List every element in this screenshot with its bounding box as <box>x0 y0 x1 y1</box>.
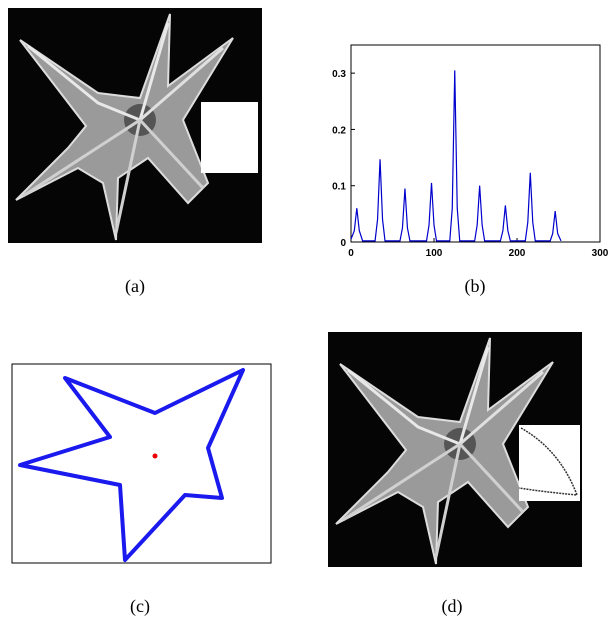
axes-frame <box>351 45 600 242</box>
image-d <box>328 332 582 567</box>
x-tick-label: 0 <box>348 248 354 259</box>
data-line <box>351 70 561 241</box>
image-a <box>8 8 262 243</box>
caption: (d) <box>442 596 463 617</box>
caption: (a) <box>125 276 145 297</box>
x-tick-label: 100 <box>426 248 443 259</box>
y-tick-label: 0.1 <box>332 182 346 193</box>
y-tick-label: 0.3 <box>332 69 346 80</box>
y-tick-label: 0 <box>340 238 346 249</box>
x-tick-label: 300 <box>592 248 609 259</box>
x-tick-label: 200 <box>509 248 526 259</box>
y-tick-label: 0.2 <box>332 125 346 136</box>
caption: (c) <box>130 596 150 617</box>
caption: (b) <box>465 276 486 297</box>
contour-plot <box>12 364 271 563</box>
figure: (a) (b) (c) (d) 0 0.1 0.2 0.3 0 100 200 300 <box>0 0 615 623</box>
